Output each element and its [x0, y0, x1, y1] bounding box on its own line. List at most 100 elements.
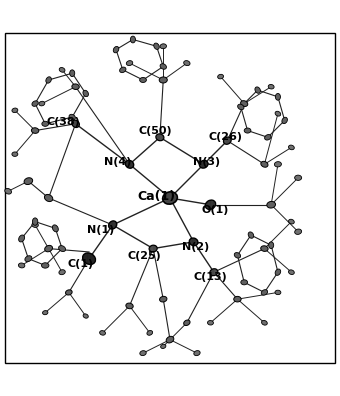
Ellipse shape — [24, 178, 33, 185]
Ellipse shape — [66, 290, 72, 295]
Ellipse shape — [45, 246, 53, 252]
Ellipse shape — [5, 188, 12, 194]
Ellipse shape — [275, 93, 280, 100]
Text: N(4): N(4) — [104, 157, 132, 167]
Ellipse shape — [210, 269, 218, 276]
Ellipse shape — [44, 195, 53, 201]
Ellipse shape — [261, 289, 268, 295]
Ellipse shape — [238, 104, 244, 110]
Text: C(38): C(38) — [47, 117, 81, 127]
Ellipse shape — [234, 253, 241, 258]
Ellipse shape — [218, 74, 223, 79]
Ellipse shape — [83, 253, 96, 265]
Ellipse shape — [58, 246, 66, 251]
Ellipse shape — [32, 223, 38, 227]
Ellipse shape — [275, 111, 281, 116]
Ellipse shape — [261, 246, 268, 251]
Ellipse shape — [130, 36, 135, 43]
Ellipse shape — [83, 314, 88, 318]
Text: O(1): O(1) — [202, 205, 229, 215]
Ellipse shape — [12, 152, 18, 156]
Text: C(1): C(1) — [68, 259, 94, 269]
Ellipse shape — [268, 84, 274, 89]
Ellipse shape — [234, 296, 241, 302]
Ellipse shape — [255, 87, 260, 93]
Ellipse shape — [32, 218, 38, 225]
Ellipse shape — [52, 225, 58, 232]
Ellipse shape — [267, 202, 275, 208]
Ellipse shape — [12, 108, 18, 112]
Ellipse shape — [125, 160, 134, 168]
Ellipse shape — [223, 137, 231, 144]
Ellipse shape — [166, 337, 174, 343]
Ellipse shape — [184, 61, 190, 66]
Ellipse shape — [275, 290, 281, 295]
Ellipse shape — [42, 121, 49, 126]
Ellipse shape — [83, 90, 88, 97]
Ellipse shape — [156, 134, 164, 141]
Ellipse shape — [72, 120, 79, 128]
Text: Ca(1): Ca(1) — [137, 190, 175, 203]
Ellipse shape — [70, 70, 75, 76]
Ellipse shape — [42, 310, 48, 315]
Ellipse shape — [18, 263, 25, 268]
Ellipse shape — [288, 219, 294, 224]
Ellipse shape — [248, 232, 254, 238]
Text: C(50): C(50) — [138, 126, 172, 136]
Ellipse shape — [275, 269, 281, 275]
Ellipse shape — [140, 78, 147, 82]
Ellipse shape — [261, 161, 268, 167]
Ellipse shape — [69, 114, 75, 120]
Ellipse shape — [25, 256, 32, 262]
Ellipse shape — [241, 280, 248, 285]
Ellipse shape — [244, 128, 251, 133]
Ellipse shape — [269, 242, 274, 249]
Ellipse shape — [113, 46, 119, 53]
Ellipse shape — [72, 84, 79, 89]
Text: N(3): N(3) — [192, 156, 220, 167]
Ellipse shape — [265, 135, 271, 140]
Ellipse shape — [194, 350, 200, 356]
Ellipse shape — [32, 101, 38, 107]
Ellipse shape — [140, 351, 146, 356]
Ellipse shape — [160, 296, 167, 302]
Ellipse shape — [126, 61, 133, 66]
Text: C(13): C(13) — [193, 272, 227, 282]
Ellipse shape — [205, 200, 216, 209]
Ellipse shape — [240, 101, 248, 107]
Ellipse shape — [200, 160, 208, 168]
Ellipse shape — [261, 320, 267, 325]
Ellipse shape — [295, 175, 302, 181]
Text: C(25): C(25) — [128, 251, 162, 261]
Ellipse shape — [147, 331, 153, 335]
Ellipse shape — [289, 270, 294, 274]
Ellipse shape — [19, 235, 24, 242]
Ellipse shape — [159, 77, 167, 83]
Ellipse shape — [207, 320, 214, 325]
Ellipse shape — [282, 117, 287, 124]
Ellipse shape — [189, 238, 198, 246]
Ellipse shape — [120, 67, 126, 72]
Ellipse shape — [163, 192, 177, 204]
Ellipse shape — [184, 320, 190, 326]
Text: C(26): C(26) — [209, 132, 243, 142]
Ellipse shape — [160, 345, 166, 348]
Ellipse shape — [31, 128, 39, 133]
Ellipse shape — [149, 245, 157, 252]
Text: N(2): N(2) — [182, 242, 209, 252]
Ellipse shape — [289, 145, 294, 150]
Ellipse shape — [295, 229, 302, 234]
Ellipse shape — [46, 77, 51, 83]
Ellipse shape — [160, 44, 167, 49]
Ellipse shape — [100, 331, 105, 335]
Ellipse shape — [154, 43, 159, 50]
Ellipse shape — [108, 221, 117, 229]
Text: N(1): N(1) — [87, 225, 115, 235]
Ellipse shape — [274, 162, 281, 167]
Ellipse shape — [126, 303, 133, 309]
Ellipse shape — [41, 263, 49, 268]
Ellipse shape — [59, 270, 65, 274]
Ellipse shape — [59, 67, 65, 72]
Ellipse shape — [160, 64, 167, 69]
Ellipse shape — [39, 101, 45, 106]
